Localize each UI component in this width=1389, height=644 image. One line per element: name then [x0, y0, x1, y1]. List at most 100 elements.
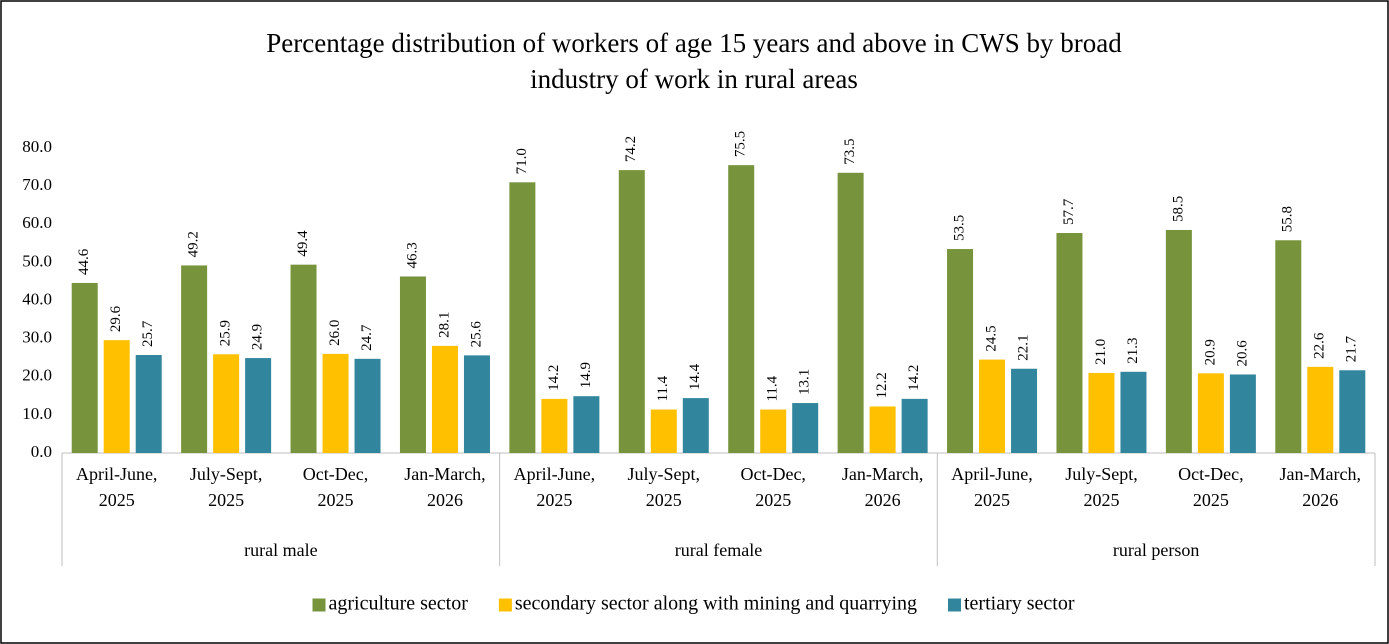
x-tick-label: 2025	[99, 490, 135, 510]
bar	[213, 354, 240, 453]
bar	[1307, 366, 1334, 453]
data-label: 14.2	[546, 365, 562, 391]
y-tick-label: 20.0	[22, 366, 52, 385]
data-label: 22.1	[1015, 334, 1031, 360]
bar	[1229, 374, 1256, 453]
bar	[837, 172, 864, 453]
legend-swatch	[312, 598, 326, 612]
data-label: 44.6	[76, 248, 92, 275]
bar	[509, 182, 536, 453]
bar	[947, 249, 974, 453]
bar	[760, 409, 787, 453]
data-label: 74.2	[623, 136, 639, 162]
data-label: 24.5	[983, 325, 999, 351]
data-label: 21.3	[1125, 338, 1141, 364]
x-tick-label: April-June,	[76, 464, 157, 484]
bar	[541, 398, 568, 453]
x-tick-label: Jan-March,	[842, 464, 923, 484]
bar	[869, 406, 896, 453]
x-tick-label: 2025	[1083, 490, 1119, 510]
data-label: 12.2	[874, 372, 890, 398]
bar	[792, 403, 819, 453]
x-tick-label: 2025	[536, 490, 572, 510]
data-label: 13.1	[797, 369, 813, 395]
chart-title: Percentage distribution of workers of ag…	[266, 28, 1122, 58]
data-label: 71.0	[514, 148, 530, 174]
x-tick-label: 2025	[755, 490, 791, 510]
bar	[1339, 370, 1366, 453]
bar	[135, 355, 162, 453]
x-tick-label: Jan-March,	[1280, 464, 1361, 484]
group-label: rural female	[675, 540, 762, 560]
x-tick-label: 2025	[318, 490, 354, 510]
group-label: rural male	[244, 540, 317, 560]
data-label: 46.3	[404, 242, 420, 268]
data-label: 11.4	[765, 375, 781, 401]
bar	[1088, 372, 1115, 453]
data-label: 20.9	[1202, 339, 1218, 365]
x-tick-label: 2025	[974, 490, 1010, 510]
legend-swatch	[948, 598, 961, 612]
bar	[1120, 371, 1147, 453]
y-tick-label: 30.0	[22, 328, 52, 347]
bar	[399, 276, 426, 453]
x-tick-label: 2026	[1302, 490, 1338, 510]
legend-label: secondary sector along with mining and q…	[515, 593, 917, 615]
data-label: 49.4	[295, 230, 311, 257]
bar	[322, 353, 349, 453]
bar	[181, 265, 208, 453]
x-tick-label: Oct-Dec,	[1178, 464, 1243, 484]
x-tick-label: April-June,	[514, 464, 595, 484]
legend-label: tertiary sector	[964, 593, 1075, 615]
x-tick-label: 2026	[865, 490, 901, 510]
data-label: 25.7	[140, 320, 156, 347]
x-tick-label: 2026	[427, 490, 463, 510]
bar	[245, 358, 272, 453]
bar	[1275, 240, 1302, 453]
x-tick-label: Jan-March,	[404, 464, 485, 484]
data-label: 28.1	[436, 312, 452, 338]
x-tick-label: 2025	[1193, 490, 1229, 510]
x-tick-label: July-Sept,	[628, 464, 701, 484]
data-label: 14.4	[687, 363, 703, 390]
bar	[354, 358, 381, 453]
data-label: 14.2	[906, 365, 922, 391]
bar	[463, 355, 490, 453]
x-tick-label: Oct-Dec,	[303, 464, 368, 484]
y-tick-label: 80.0	[22, 137, 52, 156]
legend-label: agriculture sector	[329, 593, 469, 615]
bar	[103, 340, 130, 453]
y-tick-label: 0.0	[31, 442, 52, 461]
bar	[573, 396, 600, 453]
y-tick-label: 70.0	[22, 175, 52, 194]
data-label: 11.4	[655, 375, 671, 401]
bar	[290, 264, 317, 453]
data-label: 75.5	[733, 131, 749, 157]
data-label: 53.5	[951, 215, 967, 241]
group-label: rural person	[1113, 540, 1199, 560]
x-tick-label: July-Sept,	[1065, 464, 1138, 484]
data-label: 21.0	[1093, 339, 1109, 365]
bar	[1056, 233, 1083, 453]
y-tick-label: 60.0	[22, 213, 52, 232]
y-tick-label: 40.0	[22, 289, 52, 308]
data-label: 25.9	[218, 320, 234, 346]
x-tick-label: July-Sept,	[190, 464, 263, 484]
bar	[1197, 373, 1224, 453]
data-label: 25.6	[468, 321, 484, 348]
data-label: 57.7	[1061, 198, 1077, 225]
x-tick-label: 2025	[208, 490, 244, 510]
bar	[71, 282, 98, 453]
data-label: 73.5	[842, 139, 858, 165]
bar	[682, 398, 709, 453]
bar	[650, 409, 677, 453]
x-tick-label: 2025	[646, 490, 682, 510]
data-label: 20.6	[1234, 340, 1250, 367]
data-label: 26.0	[327, 320, 343, 346]
data-label: 55.8	[1280, 206, 1296, 232]
data-label: 24.9	[250, 324, 266, 350]
data-label: 49.2	[186, 231, 202, 257]
x-tick-label: Oct-Dec,	[740, 464, 805, 484]
